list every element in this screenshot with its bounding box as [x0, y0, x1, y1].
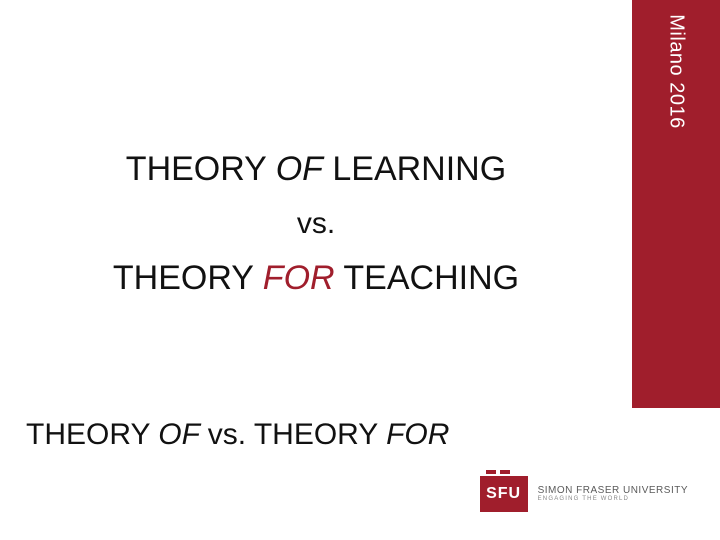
university-name: SIMON FRASER UNIVERSITY: [538, 486, 688, 497]
footer-logo: SFU SIMON FRASER UNIVERSITY ENGAGING THE…: [480, 476, 688, 512]
title-t1: THEORY: [26, 418, 158, 451]
university-tagline: ENGAGING THE WORLD: [538, 496, 688, 502]
title-for: FOR: [386, 418, 449, 451]
sidebar-label: Milano 2016: [665, 14, 688, 128]
line1-pre: THEORY: [126, 150, 276, 188]
title-mid: vs. THEORY: [208, 418, 386, 451]
sidebar: Milano 2016: [632, 0, 720, 408]
university-text: SIMON FRASER UNIVERSITY ENGAGING THE WOR…: [538, 486, 688, 503]
title-of: OF: [158, 418, 207, 451]
line1-emphasis-of: OF: [276, 150, 323, 188]
line2-pre: THEORY: [113, 259, 263, 297]
vs-separator: vs.: [297, 207, 335, 241]
sfu-logo-icon: SFU: [480, 476, 528, 512]
line2-emphasis-for: FOR: [263, 259, 335, 297]
content-area: THEORY OF LEARNING vs. THEORY FOR TEACHI…: [0, 0, 632, 408]
slide: Milano 2016 THEORY OF LEARNING vs. THEOR…: [0, 0, 720, 540]
slide-title: THEORY OF vs. THEORY FOR: [26, 418, 449, 452]
heading-line-1: THEORY OF LEARNING: [126, 150, 506, 189]
line1-post: LEARNING: [323, 150, 506, 188]
heading-line-2: THEORY FOR TEACHING: [113, 259, 519, 298]
line2-post: TEACHING: [335, 259, 520, 297]
